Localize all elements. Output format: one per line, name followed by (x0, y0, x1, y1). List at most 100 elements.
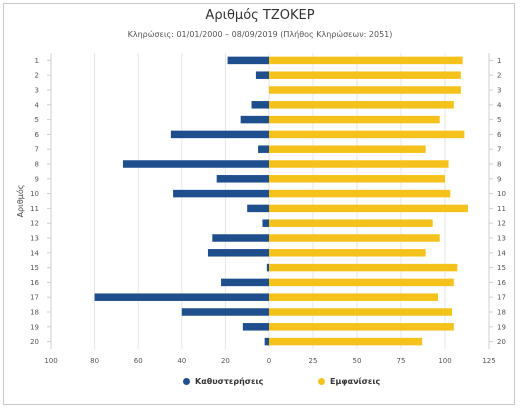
y-tick-label-right: 3 (497, 87, 501, 95)
bar-appearances (269, 204, 468, 213)
y-tick-label-left: 18 (30, 309, 39, 317)
bar-appearances (269, 130, 465, 139)
y-tick-label-right: 2 (497, 72, 501, 80)
bar-appearances (269, 71, 461, 79)
y-tick-label-right: 13 (497, 235, 506, 243)
y-tick-label-left: 5 (35, 116, 39, 124)
x-tick-label: 60 (134, 357, 143, 365)
x-tick-label: 125 (482, 357, 495, 365)
bar-delays (94, 293, 269, 301)
y-tick-label-right: 15 (497, 264, 506, 272)
bar-appearances (269, 189, 451, 198)
bar-appearances (269, 56, 463, 65)
chart-subtitle: Κληρώσεις: 01/01/2000 – 08/09/2019 (Πλήθ… (127, 30, 393, 39)
bar-delays (227, 56, 269, 65)
bar-delays (170, 130, 269, 139)
y-tick-label-left: 2 (35, 72, 39, 80)
x-tick-label: 20 (221, 357, 230, 365)
y-tick-label-right: 4 (497, 101, 502, 109)
y-tick-label-left: 20 (30, 338, 39, 346)
bar-delays (255, 71, 269, 79)
bar-appearances (269, 278, 454, 287)
y-tick-label-right: 20 (497, 338, 506, 346)
legend-item-delays[interactable]: Καθυστερήσεις (183, 374, 263, 388)
bar-appearances (269, 263, 458, 272)
x-tick-label: 50 (353, 357, 362, 365)
bar-delays (262, 219, 269, 227)
y-tick-label-right: 6 (497, 131, 502, 139)
y-tick-label-right: 1 (497, 57, 501, 65)
bar-delays (181, 308, 269, 316)
bar-appearances (269, 145, 426, 153)
bar-delays (251, 101, 269, 109)
bar-appearances (269, 219, 433, 227)
y-tick-label-left: 17 (30, 294, 39, 302)
bar-delays (173, 189, 269, 198)
bar-appearances (269, 293, 438, 301)
bar-appearances (269, 323, 454, 331)
bar-appearances (269, 115, 440, 124)
y-tick-label-left: 6 (35, 131, 40, 139)
legend-marker-appearances (318, 377, 325, 385)
y-tick-label-left: 8 (35, 161, 39, 169)
y-tick-label-left: 14 (30, 249, 39, 257)
y-tick-label-left: 12 (30, 220, 39, 228)
bar-delays (242, 323, 269, 331)
y-tick-label-left: 11 (30, 205, 39, 213)
y-tick-label-left: 4 (35, 101, 40, 109)
y-tick-label-right: 7 (497, 146, 501, 154)
y-tick-label-left: 9 (35, 175, 39, 183)
chart-frame (3, 3, 515, 405)
legend-label-delays: Καθυστερήσεις (195, 376, 264, 386)
bar-delays (207, 249, 269, 257)
bar-delays (247, 204, 269, 213)
bar-delays (221, 278, 269, 287)
y-tick-label-right: 16 (497, 279, 506, 287)
y-tick-label-left: 7 (35, 146, 39, 154)
x-tick-label: 75 (397, 357, 406, 365)
y-tick-label-left: 15 (30, 264, 39, 272)
x-tick-label: 100 (44, 357, 57, 365)
bar-appearances (269, 308, 453, 316)
bar-appearances (269, 337, 423, 346)
y-tick-label-right: 19 (497, 323, 506, 331)
bar-appearances (269, 175, 445, 183)
bar-appearances (269, 234, 440, 242)
y-tick-label-right: 9 (497, 175, 501, 183)
y-tick-label-right: 5 (497, 116, 501, 124)
x-tick-label: 0 (267, 357, 271, 365)
bar-delays (258, 145, 269, 153)
bar-appearances (269, 249, 426, 257)
y-tick-label-right: 18 (497, 309, 506, 317)
bar-appearances (269, 160, 449, 168)
grid-lines (47, 53, 493, 349)
bar-delays (216, 175, 269, 183)
y-axis-title: Αριθμός (15, 185, 25, 218)
y-tick-label-right: 8 (497, 161, 501, 169)
y-tick-label-left: 19 (30, 323, 39, 331)
bar-delays (212, 234, 269, 242)
x-tick-label: 80 (90, 357, 99, 365)
y-tick-label-left: 16 (30, 279, 39, 287)
y-tick-label-left: 1 (35, 57, 39, 65)
y-tick-label-left: 10 (30, 190, 39, 198)
legend-marker-delays (183, 377, 190, 385)
bar-delays (264, 337, 269, 346)
y-tick-label-right: 11 (497, 205, 506, 213)
x-tick-label: 40 (177, 357, 186, 365)
legend-item-appearances[interactable]: Εμφανίσεις (318, 374, 380, 388)
bar-delays (122, 160, 269, 168)
y-tick-label-left: 13 (30, 235, 39, 243)
y-tick-label-right: 17 (497, 294, 506, 302)
y-tick-label-right: 14 (497, 249, 506, 257)
bar-delays (240, 115, 269, 124)
bar-appearances (269, 101, 454, 109)
chart-title: Αριθμός ΤΖΟΚΕΡ (205, 8, 315, 23)
x-tick-label: 100 (438, 357, 451, 365)
y-tick-label-left: 3 (35, 87, 39, 95)
y-tick-label-right: 10 (497, 190, 506, 198)
bar-delays (266, 263, 269, 272)
bar-appearances (269, 86, 461, 94)
